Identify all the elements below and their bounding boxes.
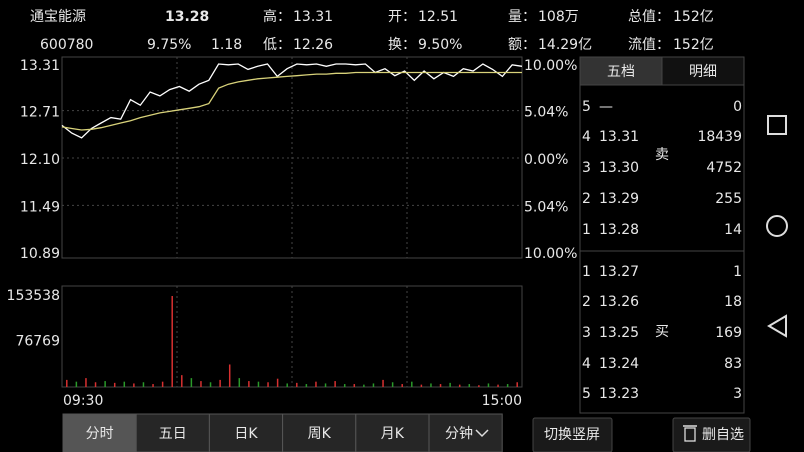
pct-tick-label: 10.00%: [524, 58, 577, 74]
period-tab[interactable]: [135, 413, 210, 452]
stat-value: 12.51: [418, 9, 458, 25]
volume-tick-label: 153538: [7, 288, 60, 304]
buy-watermark: 买: [655, 324, 669, 340]
change-pct: 9.75%: [147, 37, 191, 53]
change: 1.18: [211, 37, 242, 53]
ob-price: 13.27: [599, 264, 639, 280]
nav-recent[interactable]: [767, 115, 787, 135]
price-tick-label: 11.49: [20, 199, 60, 215]
stat-label: 换：: [388, 36, 416, 53]
period-tab-label[interactable]: 五日: [159, 426, 187, 442]
period-tab-label[interactable]: 月K: [381, 426, 405, 442]
ob-tab[interactable]: [579, 56, 663, 86]
ob-volume: 14: [724, 222, 742, 238]
ob-level: 3: [582, 325, 591, 341]
ob-volume: 255: [715, 191, 742, 207]
ob-level: 1: [582, 222, 591, 238]
ob-price: 13.25: [599, 325, 639, 341]
pct-tick-label: 10.00%: [524, 246, 577, 262]
ob-price: 13.23: [599, 386, 639, 402]
period-tab-label[interactable]: 分时: [86, 426, 114, 442]
ob-price: 13.26: [599, 294, 639, 310]
volume-frame: [61, 285, 523, 388]
nav-back[interactable]: [767, 314, 787, 338]
dropdown-chevron: [475, 429, 489, 438]
ob-level: 5: [582, 386, 591, 402]
stat-label: 流值：: [628, 37, 670, 53]
pct-tick-label: 0.00%: [524, 152, 568, 168]
pct-tick-label: 5.04%: [524, 199, 568, 215]
stock-code: 600780: [40, 37, 93, 53]
ob-price: 13.30: [599, 160, 639, 176]
ob-level: 4: [582, 356, 591, 372]
stat-value: 9.50%: [418, 37, 462, 53]
stat-value: 152亿: [673, 37, 714, 53]
period-tab[interactable]: [208, 413, 284, 452]
price-tick-label: 12.10: [20, 152, 60, 168]
price-tick-label: 12.71: [20, 105, 60, 121]
stat-label: 额：: [508, 37, 536, 53]
stat-label: 开：: [388, 9, 416, 25]
ob-volume: 18: [724, 294, 742, 310]
price-tick-label: 13.31: [20, 58, 60, 74]
stat-value: 14.29亿: [538, 37, 592, 53]
button[interactable]: [532, 417, 613, 452]
trash-icon: [684, 427, 696, 442]
ob-volume: 169: [715, 325, 742, 341]
ob-level: 4: [582, 129, 591, 145]
time-label: 15:00: [482, 393, 522, 409]
sell-watermark: 卖: [655, 147, 669, 163]
ob-volume: 18439: [697, 129, 742, 145]
last-price: 13.28: [165, 9, 209, 25]
ob-price: 13.31: [599, 129, 639, 145]
button-label[interactable]: 切换竖屏: [544, 426, 600, 443]
nav-home[interactable]: [766, 215, 788, 237]
ob-price: 13.28: [599, 222, 639, 238]
stat-label: 高：: [263, 8, 291, 25]
pct-tick-label: 5.04%: [524, 105, 568, 121]
period-tab[interactable]: [62, 413, 137, 452]
period-tab-label[interactable]: 周K: [308, 426, 332, 442]
ob-level: 3: [582, 160, 591, 176]
ob-tab[interactable]: [661, 56, 745, 86]
volume-tick-label: 76769: [15, 334, 60, 350]
ob-price: 13.24: [599, 356, 639, 372]
ob-volume: 83: [724, 356, 742, 372]
ob-price: 13.29: [599, 191, 639, 207]
ob-volume: 0: [733, 99, 742, 115]
time-label: 09:30: [63, 393, 103, 409]
stat-value: 13.31: [293, 9, 333, 25]
ob-volume: 1: [733, 264, 742, 280]
ob-tab-label[interactable]: 明细: [689, 64, 717, 80]
period-tab[interactable]: [428, 413, 503, 452]
ob-level: 2: [582, 191, 591, 207]
stat-label: 量：: [508, 9, 536, 25]
avg-line: [61, 71, 522, 131]
stat-label: 总值：: [628, 9, 670, 25]
button-label[interactable]: 删自选: [702, 427, 744, 443]
ob-level: 1: [582, 264, 591, 280]
period-tab-label[interactable]: 分钟: [445, 425, 473, 442]
period-tab-label[interactable]: 日K: [234, 426, 258, 442]
stat-value: 152亿: [673, 9, 714, 25]
stat-value: 108万: [538, 9, 579, 25]
ob-level: 5: [582, 99, 591, 115]
ob-price: —: [599, 99, 613, 115]
stat-value: 12.26: [293, 37, 333, 53]
ob-volume: 3: [733, 386, 742, 402]
ob-level: 2: [582, 294, 591, 310]
stock-name: 通宝能源: [30, 9, 86, 25]
ob-volume: 4752: [706, 160, 742, 176]
ob-tab-label[interactable]: 五档: [607, 64, 635, 80]
period-tab[interactable]: [282, 413, 357, 452]
stat-label: 低：: [263, 37, 291, 53]
price-tick-label: 10.89: [20, 246, 60, 262]
